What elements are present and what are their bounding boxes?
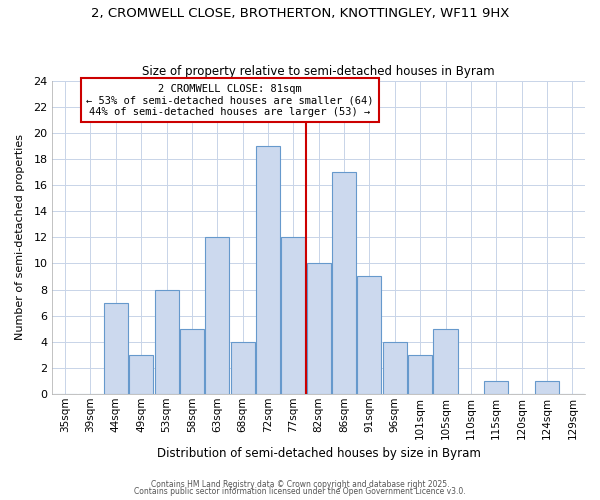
- Text: 2, CROMWELL CLOSE, BROTHERTON, KNOTTINGLEY, WF11 9HX: 2, CROMWELL CLOSE, BROTHERTON, KNOTTINGL…: [91, 8, 509, 20]
- Text: 2 CROMWELL CLOSE: 81sqm
← 53% of semi-detached houses are smaller (64)
44% of se: 2 CROMWELL CLOSE: 81sqm ← 53% of semi-de…: [86, 84, 374, 117]
- Bar: [383, 342, 407, 394]
- Bar: [129, 354, 153, 394]
- Text: Contains HM Land Registry data © Crown copyright and database right 2025.: Contains HM Land Registry data © Crown c…: [151, 480, 449, 489]
- Bar: [205, 238, 229, 394]
- Bar: [358, 276, 382, 394]
- Bar: [307, 264, 331, 394]
- Bar: [180, 328, 204, 394]
- Bar: [281, 238, 305, 394]
- Bar: [433, 328, 458, 394]
- Bar: [332, 172, 356, 394]
- Bar: [484, 380, 508, 394]
- X-axis label: Distribution of semi-detached houses by size in Byram: Distribution of semi-detached houses by …: [157, 447, 481, 460]
- Bar: [155, 290, 179, 394]
- Text: Contains public sector information licensed under the Open Government Licence v3: Contains public sector information licen…: [134, 487, 466, 496]
- Y-axis label: Number of semi-detached properties: Number of semi-detached properties: [15, 134, 25, 340]
- Bar: [230, 342, 254, 394]
- Title: Size of property relative to semi-detached houses in Byram: Size of property relative to semi-detach…: [142, 66, 495, 78]
- Bar: [535, 380, 559, 394]
- Bar: [104, 302, 128, 394]
- Bar: [256, 146, 280, 394]
- Bar: [408, 354, 432, 394]
